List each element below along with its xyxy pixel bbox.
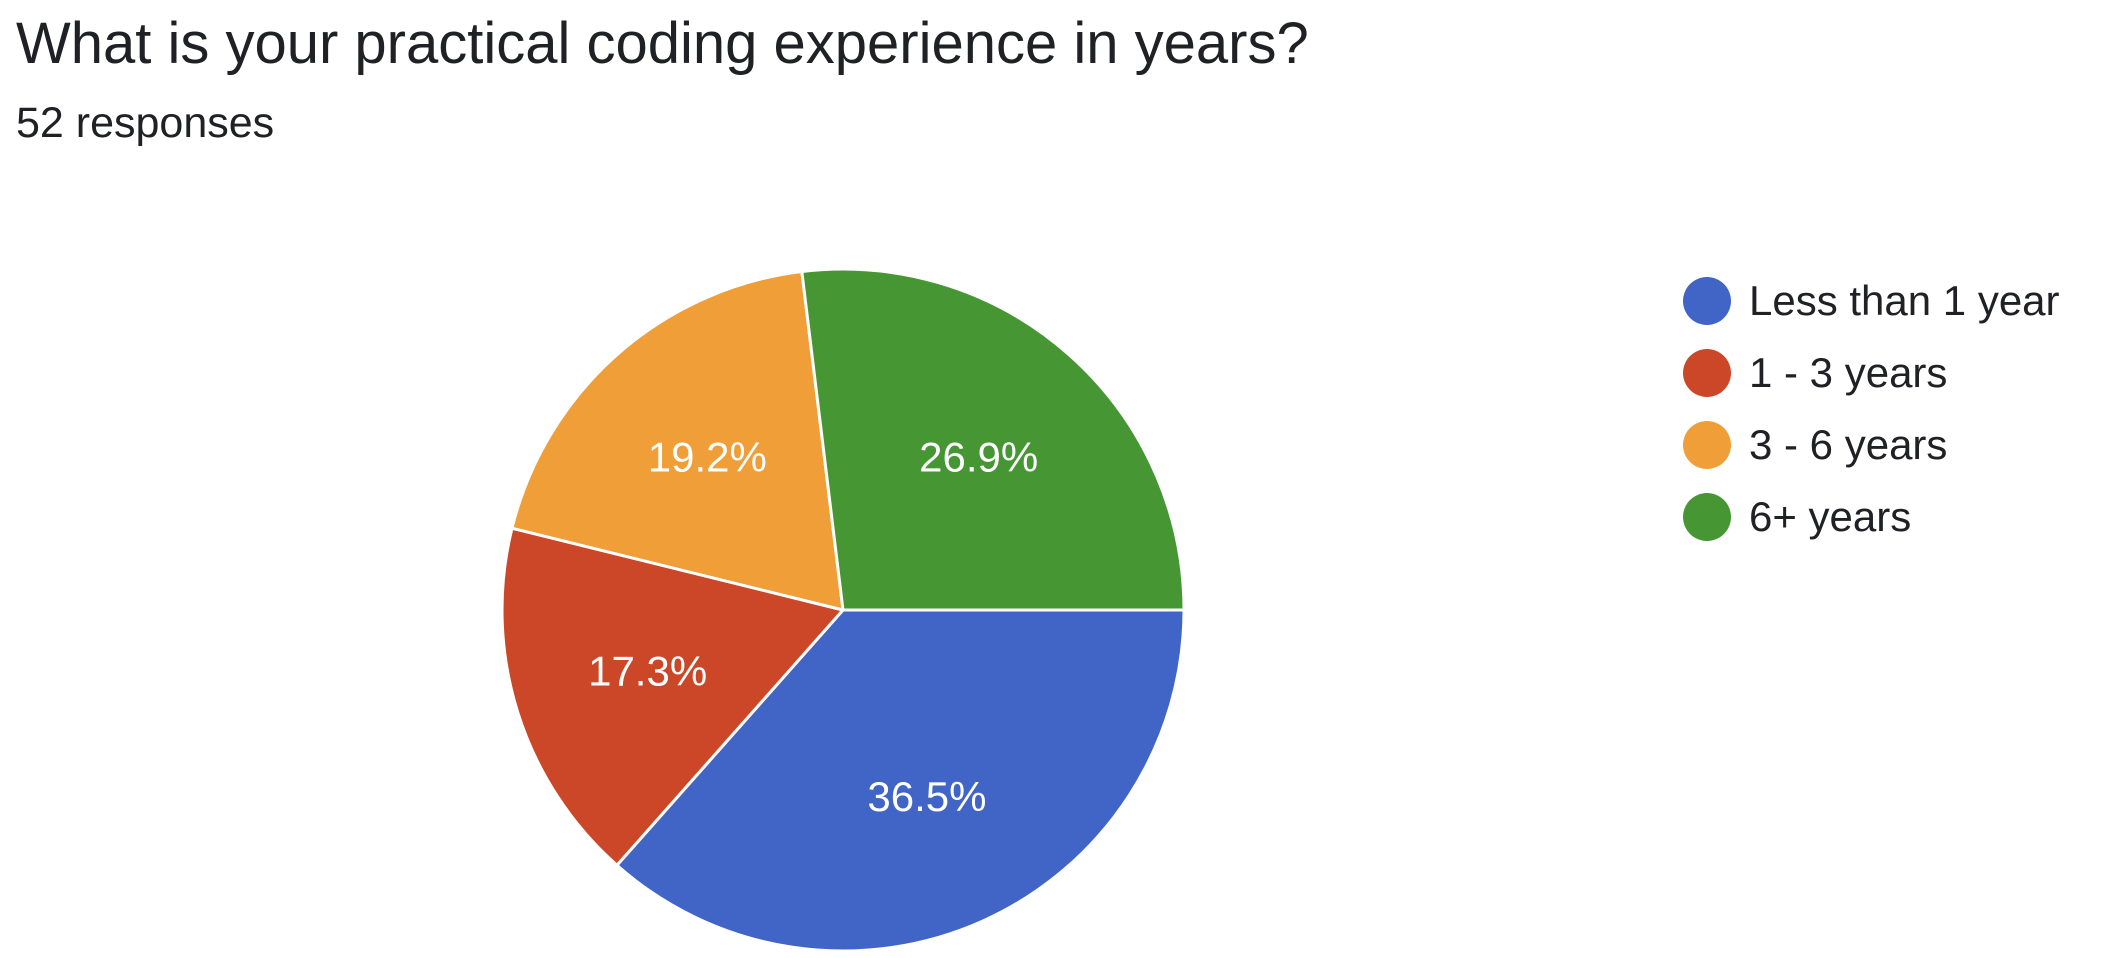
pie-slices	[500, 267, 1186, 953]
pie-slice-1-3-years[interactable]	[500, 526, 845, 867]
pie-slice-3-6-years[interactable]	[510, 270, 845, 612]
legend-label: 6+ years	[1749, 493, 1912, 540]
legend-swatch-icon	[1683, 493, 1731, 541]
pie-slice-6-years[interactable]	[800, 267, 1186, 612]
legend-swatch-icon	[1683, 349, 1731, 397]
chart-title: What is your practical coding experience…	[16, 11, 1309, 76]
legend-swatch-icon	[1683, 421, 1731, 469]
pie-data-labels: 36.5% 17.3% 19.2% 26.9%	[588, 433, 1038, 820]
legend-label: Less than 1 year	[1749, 277, 2060, 324]
legend-swatch-icon	[1683, 277, 1731, 325]
pie-chart: 36.5% 17.3% 19.2% 26.9%	[500, 267, 1186, 953]
pie-data-label: 36.5%	[867, 773, 986, 820]
pie-data-label: 17.3%	[588, 647, 707, 694]
legend: Less than 1 year 1 - 3 years 3 - 6 years…	[1683, 265, 2060, 553]
legend-item-3-6-years[interactable]: 3 - 6 years	[1683, 409, 2060, 481]
legend-label: 3 - 6 years	[1749, 421, 1948, 468]
legend-item-less-than-1-year[interactable]: Less than 1 year	[1683, 265, 2060, 337]
response-count: 52 responses	[16, 99, 275, 147]
pie-slice-less-than-1-year[interactable]	[615, 608, 1186, 953]
pie-data-label: 26.9%	[919, 433, 1038, 480]
legend-label: 1 - 3 years	[1749, 349, 1948, 396]
pie-data-label: 19.2%	[648, 433, 767, 480]
legend-item-1-3-years[interactable]: 1 - 3 years	[1683, 337, 2060, 409]
legend-item-6-plus-years[interactable]: 6+ years	[1683, 481, 2060, 553]
